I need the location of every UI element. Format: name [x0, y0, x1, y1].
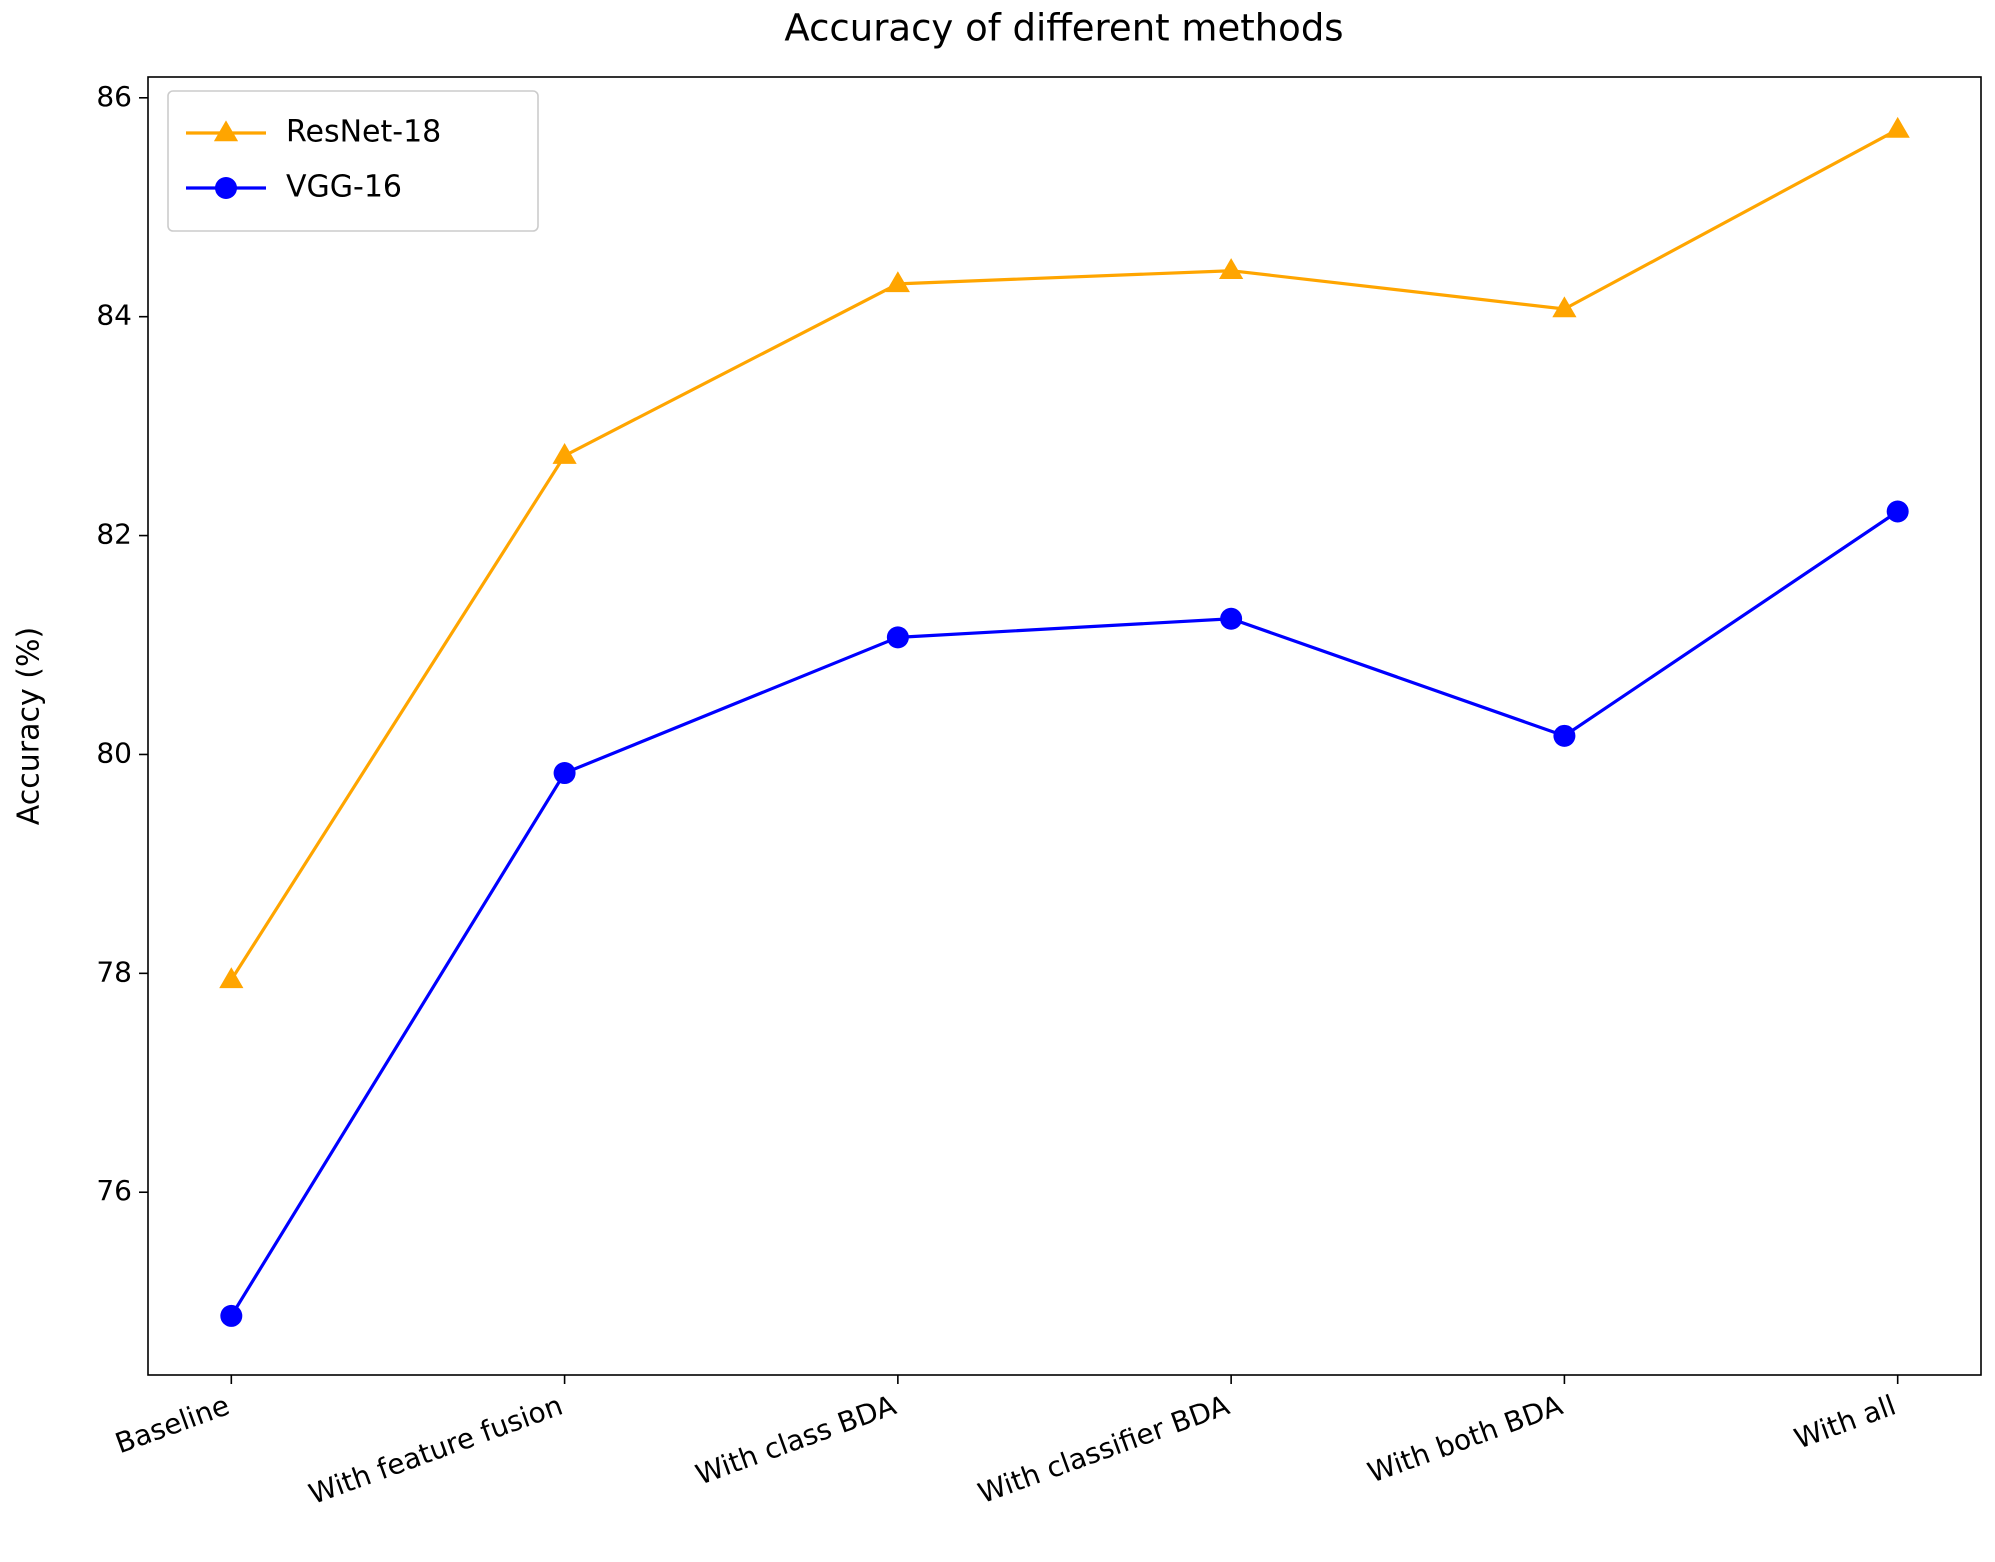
legend-label: VGG-16: [286, 170, 402, 205]
data-point: [885, 271, 910, 293]
legend-marker: [213, 120, 239, 142]
data-point: [886, 626, 909, 649]
y-tick-label: 80: [96, 736, 132, 769]
data-point: [553, 762, 576, 785]
data-point: [1885, 116, 1910, 138]
legend-label: ResNet-18: [286, 115, 441, 150]
y-axis-label: Accuracy (%): [12, 627, 47, 825]
data-point: [1553, 724, 1576, 747]
legend: ResNet-18 VGG-16: [167, 90, 539, 232]
x-tick-label: With classifier BDA: [974, 1389, 1234, 1510]
legend-box: [167, 90, 539, 232]
legend-marker: [215, 177, 237, 199]
y-tick-label: 84: [96, 299, 132, 332]
x-tick-label: Baseline: [111, 1389, 234, 1461]
x-tick-label: With class BDA: [691, 1389, 900, 1492]
data-point: [220, 1304, 243, 1327]
data-point: [1552, 296, 1577, 318]
data-point: [1220, 607, 1243, 630]
x-tick-label: With all: [1790, 1389, 1900, 1456]
y-tick-label: 86: [96, 80, 132, 113]
y-tick-label: 82: [96, 518, 132, 551]
plot-frame: [147, 76, 1982, 1376]
chart-title: Accuracy of different methods: [784, 7, 1343, 50]
data-point: [1219, 258, 1244, 279]
x-tick-label: With feature fusion: [305, 1389, 567, 1511]
data-point: [1886, 500, 1909, 523]
y-tick-label: 76: [96, 1174, 132, 1207]
series-line: [229, 128, 1899, 981]
y-tick-label: 78: [96, 955, 132, 988]
series-line: [229, 510, 1899, 1317]
data-point: [552, 443, 577, 464]
x-tick-label: With both BDA: [1363, 1389, 1566, 1490]
data-point: [219, 967, 244, 989]
